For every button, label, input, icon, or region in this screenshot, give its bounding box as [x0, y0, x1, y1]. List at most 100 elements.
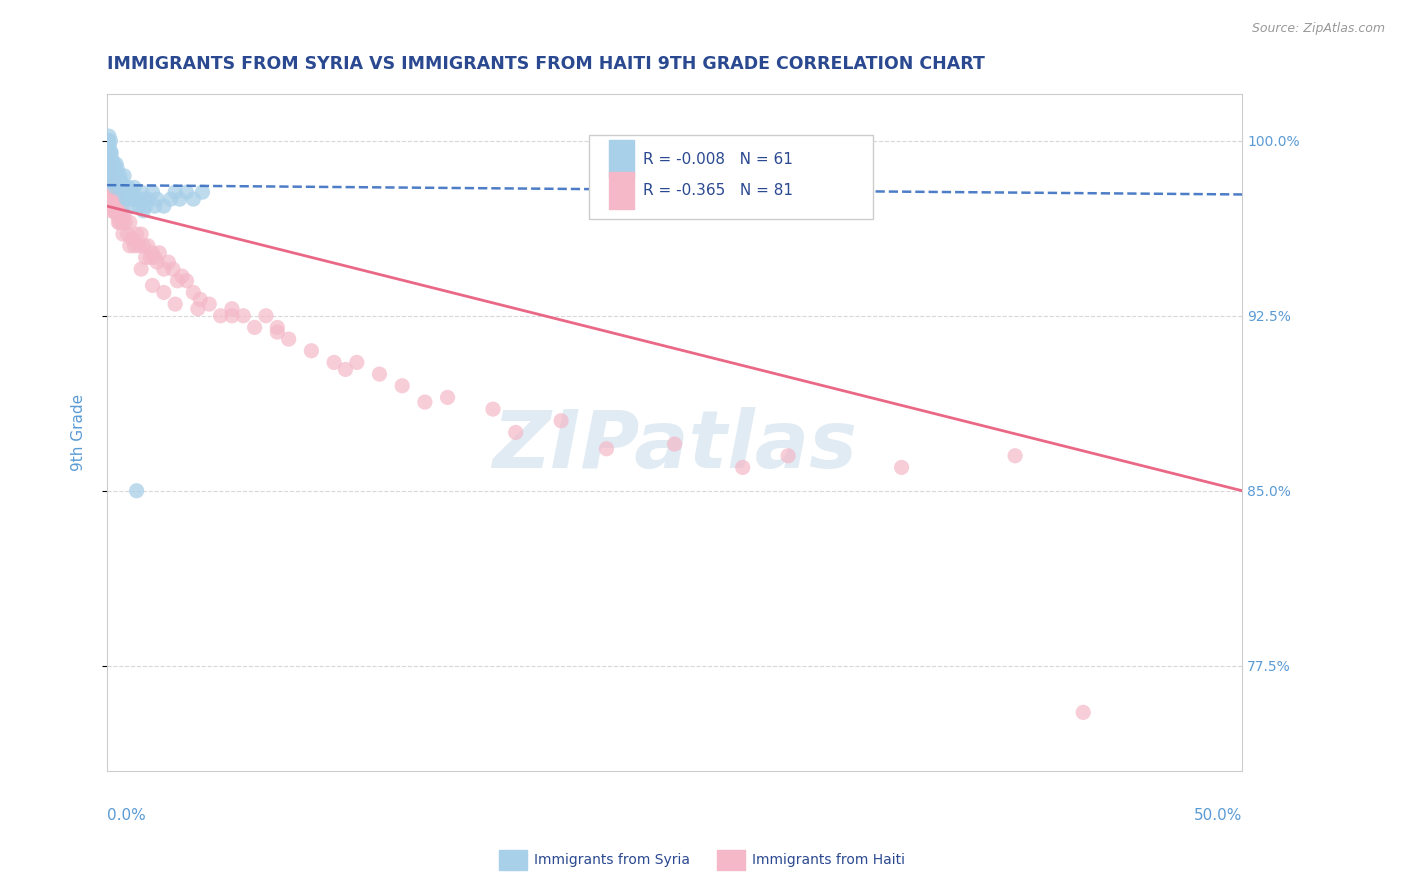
Text: Immigrants from Haiti: Immigrants from Haiti	[752, 853, 905, 867]
Point	[221, 301, 243, 316]
Point	[550, 414, 572, 428]
Point	[97, 129, 120, 144]
Point	[125, 227, 148, 241]
Point	[121, 185, 143, 199]
Point	[103, 203, 125, 218]
Point	[221, 309, 243, 323]
Point	[146, 192, 169, 206]
Point	[153, 262, 176, 277]
Point	[103, 161, 125, 176]
Point	[117, 192, 139, 206]
Point	[139, 251, 162, 265]
Point	[266, 320, 288, 334]
Point	[100, 145, 122, 160]
Point	[97, 145, 120, 160]
Point	[129, 262, 152, 277]
Point	[105, 209, 128, 223]
Point	[169, 192, 191, 206]
Text: 50.0%: 50.0%	[1194, 808, 1241, 823]
Point	[346, 355, 368, 369]
Text: ZIPatlas: ZIPatlas	[492, 407, 858, 485]
Point	[112, 169, 135, 183]
Text: 0.0%: 0.0%	[107, 808, 146, 823]
Point	[132, 192, 155, 206]
Point	[101, 192, 124, 206]
Point	[107, 215, 129, 229]
Point	[135, 199, 157, 213]
Point	[121, 199, 143, 213]
Point	[98, 169, 121, 183]
Point	[141, 278, 163, 293]
Point	[132, 239, 155, 253]
Point	[135, 251, 157, 265]
Point	[112, 209, 135, 223]
Point	[170, 269, 193, 284]
Point	[103, 192, 125, 206]
Point	[117, 185, 139, 199]
Point	[183, 192, 205, 206]
Point	[125, 192, 148, 206]
Point	[391, 378, 413, 392]
Text: R = -0.365   N = 81: R = -0.365 N = 81	[643, 184, 793, 198]
Text: R = -0.008   N = 61: R = -0.008 N = 61	[643, 152, 793, 167]
Point	[188, 293, 211, 307]
Bar	[609, 140, 634, 178]
Point	[100, 157, 122, 171]
Point	[100, 134, 122, 148]
Point	[254, 309, 277, 323]
Point	[98, 157, 121, 171]
Point	[110, 203, 132, 218]
Point	[103, 199, 125, 213]
Y-axis label: 9th Grade: 9th Grade	[72, 394, 86, 471]
Point	[191, 185, 214, 199]
Point	[187, 301, 209, 316]
Point	[108, 215, 131, 229]
Point	[159, 192, 181, 206]
Point	[731, 460, 754, 475]
Point	[368, 367, 391, 381]
Point	[323, 355, 346, 369]
Point	[111, 176, 134, 190]
Point	[101, 157, 124, 171]
Point	[100, 161, 122, 176]
Point	[97, 185, 120, 199]
Point	[107, 192, 129, 206]
Point	[1004, 449, 1026, 463]
Point	[105, 157, 128, 171]
Point	[117, 180, 139, 194]
Point	[209, 309, 232, 323]
Point	[104, 203, 127, 218]
Point	[299, 343, 322, 358]
Point	[129, 185, 152, 199]
Point	[165, 297, 187, 311]
Point	[165, 185, 187, 199]
Point	[243, 320, 266, 334]
Point	[413, 395, 436, 409]
Point	[117, 227, 139, 241]
Point	[595, 442, 617, 456]
Point	[108, 169, 131, 183]
Point	[103, 157, 125, 171]
Point	[890, 460, 912, 475]
Point	[157, 255, 180, 269]
Point	[100, 157, 122, 171]
Point	[124, 180, 146, 194]
Point	[103, 169, 125, 183]
Point	[266, 325, 288, 339]
Point	[153, 199, 176, 213]
Point	[132, 203, 155, 218]
Point	[100, 176, 122, 190]
Point	[114, 180, 136, 194]
Bar	[609, 172, 634, 209]
Point	[176, 274, 198, 288]
Point	[100, 169, 122, 183]
Point	[436, 391, 458, 405]
Point	[482, 402, 505, 417]
Point	[110, 180, 132, 194]
Point	[114, 215, 136, 229]
Point	[141, 185, 163, 199]
Text: IMMIGRANTS FROM SYRIA VS IMMIGRANTS FROM HAITI 9TH GRADE CORRELATION CHART: IMMIGRANTS FROM SYRIA VS IMMIGRANTS FROM…	[107, 55, 986, 73]
Point	[101, 176, 124, 190]
Point	[183, 285, 205, 300]
Point	[98, 153, 121, 167]
